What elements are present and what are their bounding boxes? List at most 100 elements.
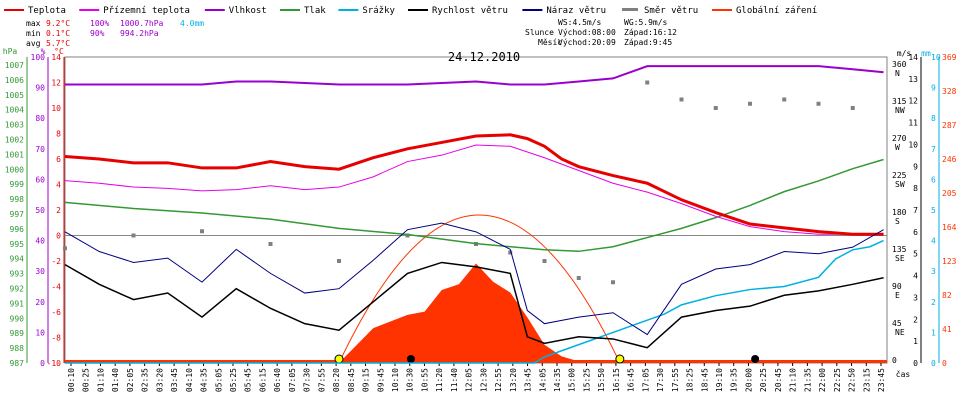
info-sun-label: Slunce <box>525 28 554 37</box>
x-axis-label: čas <box>896 369 911 379</box>
tick-pct-5: 50 <box>35 206 45 215</box>
tick-dir-6: 90 <box>892 282 902 291</box>
x-tick-49: 21:10 <box>789 368 798 392</box>
tick-wind-6: 8 <box>913 184 918 193</box>
tick-solar-7: 82 <box>942 291 952 300</box>
x-tick-26: 11:40 <box>450 368 459 392</box>
x-tick-55: 23:45 <box>877 368 886 392</box>
tick-wind-12: 2 <box>913 315 918 324</box>
tick-hpa-10: 997 <box>10 210 25 219</box>
tick-solar-6: 123 <box>942 257 957 266</box>
tick-hpa-19: 988 <box>10 344 25 353</box>
wind-dir-dot-15 <box>782 97 787 102</box>
x-tick-13: 06:15 <box>258 368 267 392</box>
tick-solar-0: 369 <box>942 53 957 62</box>
x-tick-43: 18:45 <box>700 368 709 392</box>
x-tick-53: 22:50 <box>848 368 857 392</box>
tick-pct-10: 0 <box>40 359 45 368</box>
tick-hpa-11: 996 <box>10 225 25 234</box>
x-tick-30: 13:20 <box>509 368 518 392</box>
tick-wind-0: 14 <box>908 53 918 62</box>
tick-rain-6: 4 <box>931 237 936 246</box>
tick-rain-8: 2 <box>931 298 936 307</box>
info-ws: WS:4.5m/s <box>558 18 602 27</box>
stat-temp-1: 0.1°C <box>46 29 70 38</box>
x-tick-47: 20:25 <box>759 368 768 392</box>
tick-hpa-17: 990 <box>10 314 25 323</box>
tick-temp-1: 12 <box>51 79 61 88</box>
tick-hpa-13: 994 <box>10 255 25 264</box>
x-tick-27: 12:05 <box>465 368 474 392</box>
x-tick-51: 22:00 <box>818 368 827 392</box>
tick-rain-5: 5 <box>931 206 936 215</box>
tick-solar-9: 0 <box>942 359 947 368</box>
moonrise-marker <box>751 355 760 363</box>
wind-dir-dot-2 <box>200 229 204 234</box>
sun-arc <box>338 214 621 364</box>
x-tick-39: 17:05 <box>641 368 650 392</box>
tick-temp-5: 4 <box>56 181 61 190</box>
chart-title: 24.12.2010 <box>448 50 520 64</box>
x-tick-4: 02:05 <box>126 368 135 392</box>
x-tick-35: 15:25 <box>582 368 591 392</box>
x-tick-31: 13:45 <box>524 368 533 392</box>
tick-temp-11: -8 <box>51 334 61 343</box>
series-solar-area <box>339 263 620 363</box>
x-tick-33: 14:35 <box>553 368 562 392</box>
legend-label-7: Směr větru <box>644 6 698 16</box>
stat-hum-1: 90% <box>90 29 105 38</box>
tick-wind-3: 11 <box>908 119 918 128</box>
tick-dir-label-7: NE <box>895 328 905 337</box>
tick-hpa-6: 1001 <box>5 150 24 159</box>
tick-hpa-20: 987 <box>10 359 25 368</box>
tick-temp-0: 14 <box>51 53 61 62</box>
tick-hpa-12: 995 <box>10 240 25 249</box>
x-tick-22: 10:10 <box>391 368 400 392</box>
tick-hpa-1: 1006 <box>5 76 24 85</box>
tick-pct-9: 10 <box>35 328 45 337</box>
tick-hpa-2: 1005 <box>5 91 24 100</box>
series-wind <box>64 261 884 349</box>
wind-dir-dot-14 <box>748 101 752 106</box>
legend-label-4: Srážky <box>362 6 395 16</box>
wind-dir-dot-16 <box>816 101 821 106</box>
x-tick-21: 09:45 <box>376 368 385 392</box>
x-tick-45: 19:35 <box>730 368 739 392</box>
x-tick-8: 04:10 <box>185 368 194 392</box>
x-tick-0: 00:10 <box>67 368 76 392</box>
series-solar-baseline <box>65 360 887 363</box>
axis-unit-rain: mm <box>921 49 931 58</box>
x-tick-41: 17:55 <box>671 368 680 392</box>
legend-label-0: Teplota <box>28 6 66 16</box>
x-tick-2: 01:10 <box>96 368 105 392</box>
tick-pct-4: 60 <box>35 175 45 184</box>
x-tick-54: 23:15 <box>862 368 871 392</box>
x-tick-46: 20:00 <box>744 368 753 392</box>
tick-dir-3: 225 <box>892 171 907 180</box>
tick-dir-7: 45 <box>892 319 902 328</box>
tick-temp-12: -10 <box>47 359 62 368</box>
tick-solar-3: 246 <box>942 155 957 164</box>
x-tick-9: 04:35 <box>200 368 209 392</box>
tick-pct-3: 70 <box>35 145 45 154</box>
tick-hpa-3: 1004 <box>5 106 24 115</box>
wind-dir-dot-9 <box>576 276 581 280</box>
tick-hpa-8: 999 <box>10 180 25 189</box>
stat-rain-0: 4.0mm <box>180 19 204 28</box>
wind-dir-dot-3 <box>268 242 273 246</box>
tick-dir-label-3: SW <box>895 180 905 189</box>
tick-wind-11: 3 <box>913 293 918 302</box>
series-pressure <box>64 158 884 253</box>
x-tick-32: 14:05 <box>538 368 547 392</box>
x-tick-37: 16:15 <box>612 368 621 392</box>
axis-unit-hpa: hPa <box>3 47 18 56</box>
x-tick-40: 17:30 <box>656 368 665 392</box>
tick-pct-7: 30 <box>35 267 45 276</box>
legend-label-2: Vlhkost <box>229 6 267 16</box>
wind-dir-dot-1 <box>131 233 136 238</box>
tick-wind-2: 12 <box>908 97 918 106</box>
x-tick-14: 06:40 <box>273 368 282 392</box>
info-sunrise: Východ:08:00 <box>558 28 616 37</box>
tick-dir-8: 0 <box>892 356 897 365</box>
tick-solar-1: 328 <box>942 87 957 96</box>
